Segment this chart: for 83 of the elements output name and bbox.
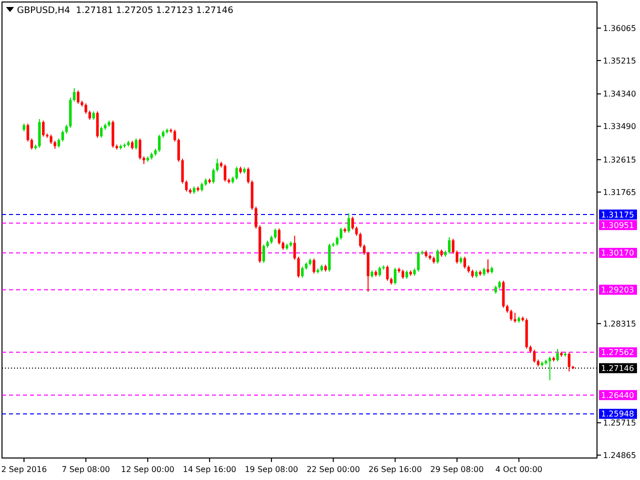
candlestick	[177, 138, 180, 162]
candlestick	[30, 138, 34, 150]
ref-line-label: 1.25948	[601, 410, 634, 419]
candlestick	[378, 266, 381, 278]
candlestick	[181, 158, 184, 184]
candlestick	[463, 256, 466, 270]
candlestick	[510, 309, 512, 322]
candlestick	[262, 244, 266, 264]
candlestick	[158, 134, 161, 152]
candlestick	[362, 244, 366, 256]
x-tick-label: 22 Sep 00:00	[306, 465, 360, 474]
ref-line-label: 1.27146	[601, 364, 634, 373]
x-tick-label: 26 Sep 16:00	[368, 465, 422, 474]
candlestick	[96, 110, 99, 138]
candlestick	[347, 212, 350, 234]
candlestick	[254, 206, 258, 229]
candlestick	[336, 236, 338, 246]
candlestick	[568, 352, 570, 372]
ref-line-label: 1.26440	[601, 390, 634, 400]
candlestick	[394, 267, 396, 286]
y-tick-label: 1.35215	[603, 56, 636, 66]
candlestick	[216, 158, 219, 172]
x-tick-label: 4 Oct 00:00	[495, 465, 542, 474]
candlestick	[293, 235, 296, 260]
candlestick	[386, 264, 389, 282]
candlestick	[556, 348, 559, 362]
candlestick	[340, 227, 342, 240]
candlestick	[235, 166, 238, 180]
candlestick	[312, 258, 316, 274]
x-tick-label: 29 Sep 08:00	[430, 465, 484, 474]
candlestick	[355, 226, 358, 236]
x-tick-label: 19 Sep 08:00	[244, 465, 298, 474]
candlestick	[359, 232, 362, 248]
candlestick	[366, 251, 370, 292]
candlestick	[402, 269, 404, 280]
candlestick	[436, 248, 439, 264]
candlestick	[50, 134, 52, 144]
x-tick-label: 14 Sep 16:00	[182, 465, 236, 474]
candlestick	[57, 138, 60, 148]
y-tick-label: 1.24865	[603, 450, 636, 460]
y-tick-label: 1.36065	[603, 24, 636, 33]
candlestick	[212, 168, 215, 184]
x-tick-label: 2 Sep 2016	[1, 465, 47, 474]
candlestick	[448, 236, 451, 254]
candlestick	[134, 138, 138, 150]
candlestick	[278, 228, 280, 245]
candlestick	[42, 120, 45, 138]
candlestick	[297, 256, 300, 278]
candlestick	[246, 166, 250, 184]
y-tick-label: 1.25715	[603, 418, 636, 428]
candlestick	[533, 349, 536, 364]
candlestick	[61, 130, 64, 142]
candlestick	[351, 216, 354, 230]
y-tick-label: 1.33490	[603, 122, 636, 132]
y-tick-label: 1.31765	[603, 188, 636, 197]
candlestick	[274, 228, 277, 240]
y-tick-label: 1.32615	[603, 155, 636, 164]
ref-line-label: 1.29203	[601, 286, 634, 295]
y-tick-label: 1.34340	[603, 90, 636, 99]
candlestick	[452, 238, 454, 254]
candlestick	[88, 110, 92, 120]
candlestick	[173, 129, 176, 142]
candlestick	[417, 251, 420, 272]
ref-line-label: 1.30951	[601, 220, 634, 230]
candlestick	[138, 138, 142, 160]
ref-line-label: 1.31175	[601, 210, 634, 220]
candlestick	[100, 126, 103, 138]
ref-line-label: 1.27562	[601, 348, 634, 358]
candlestick	[514, 312, 516, 324]
x-tick-label: 7 Sep 08:00	[62, 465, 110, 474]
text: GBPUSD,H4 1.27181 1.27205 1.27123 1.27146	[17, 6, 234, 16]
candlestick	[72, 88, 76, 102]
candlestick	[84, 102, 88, 114]
x-tick-label: 12 Sep 00:00	[121, 465, 174, 474]
candlestick	[26, 123, 30, 142]
ref-line-label: 1.30170	[601, 248, 634, 258]
candlestick	[548, 356, 552, 381]
candlestick	[185, 180, 188, 192]
y-tick-label: 1.28315	[603, 319, 636, 328]
candlestick	[224, 164, 226, 182]
candlestick	[76, 90, 80, 104]
candlestick	[456, 250, 458, 264]
candlestick	[301, 266, 304, 278]
